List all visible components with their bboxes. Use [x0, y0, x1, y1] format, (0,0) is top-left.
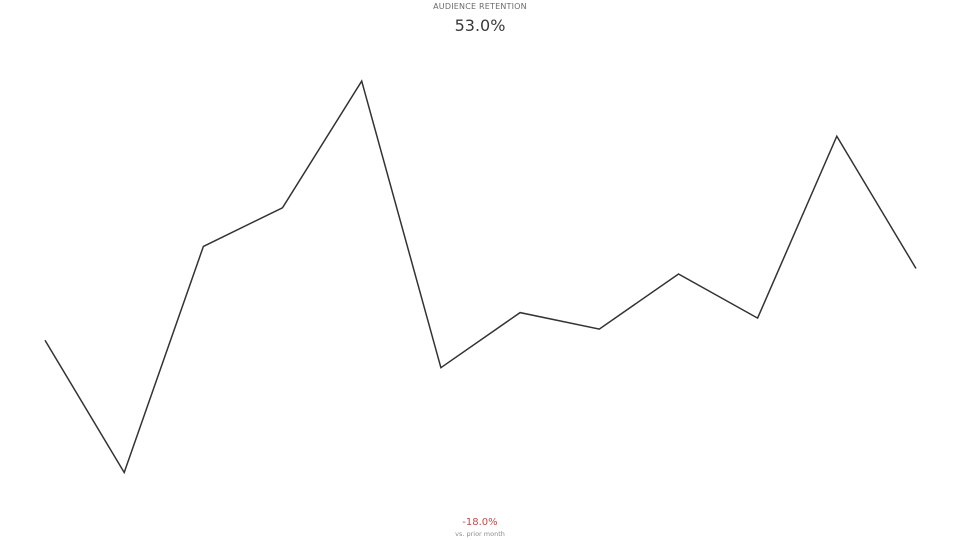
kpi-title: AUDIENCE RETENTION	[433, 2, 527, 11]
delta-value: -18.0%	[462, 517, 498, 528]
delta-caption: vs. prior month	[455, 530, 505, 538]
series-line-0	[44, 79, 917, 475]
kpi-header: AUDIENCE RETENTION 53.0%	[0, 0, 960, 36]
kpi-value: 53.0%	[454, 16, 506, 35]
kpi-footer: -18.0% vs. prior month	[0, 517, 960, 539]
